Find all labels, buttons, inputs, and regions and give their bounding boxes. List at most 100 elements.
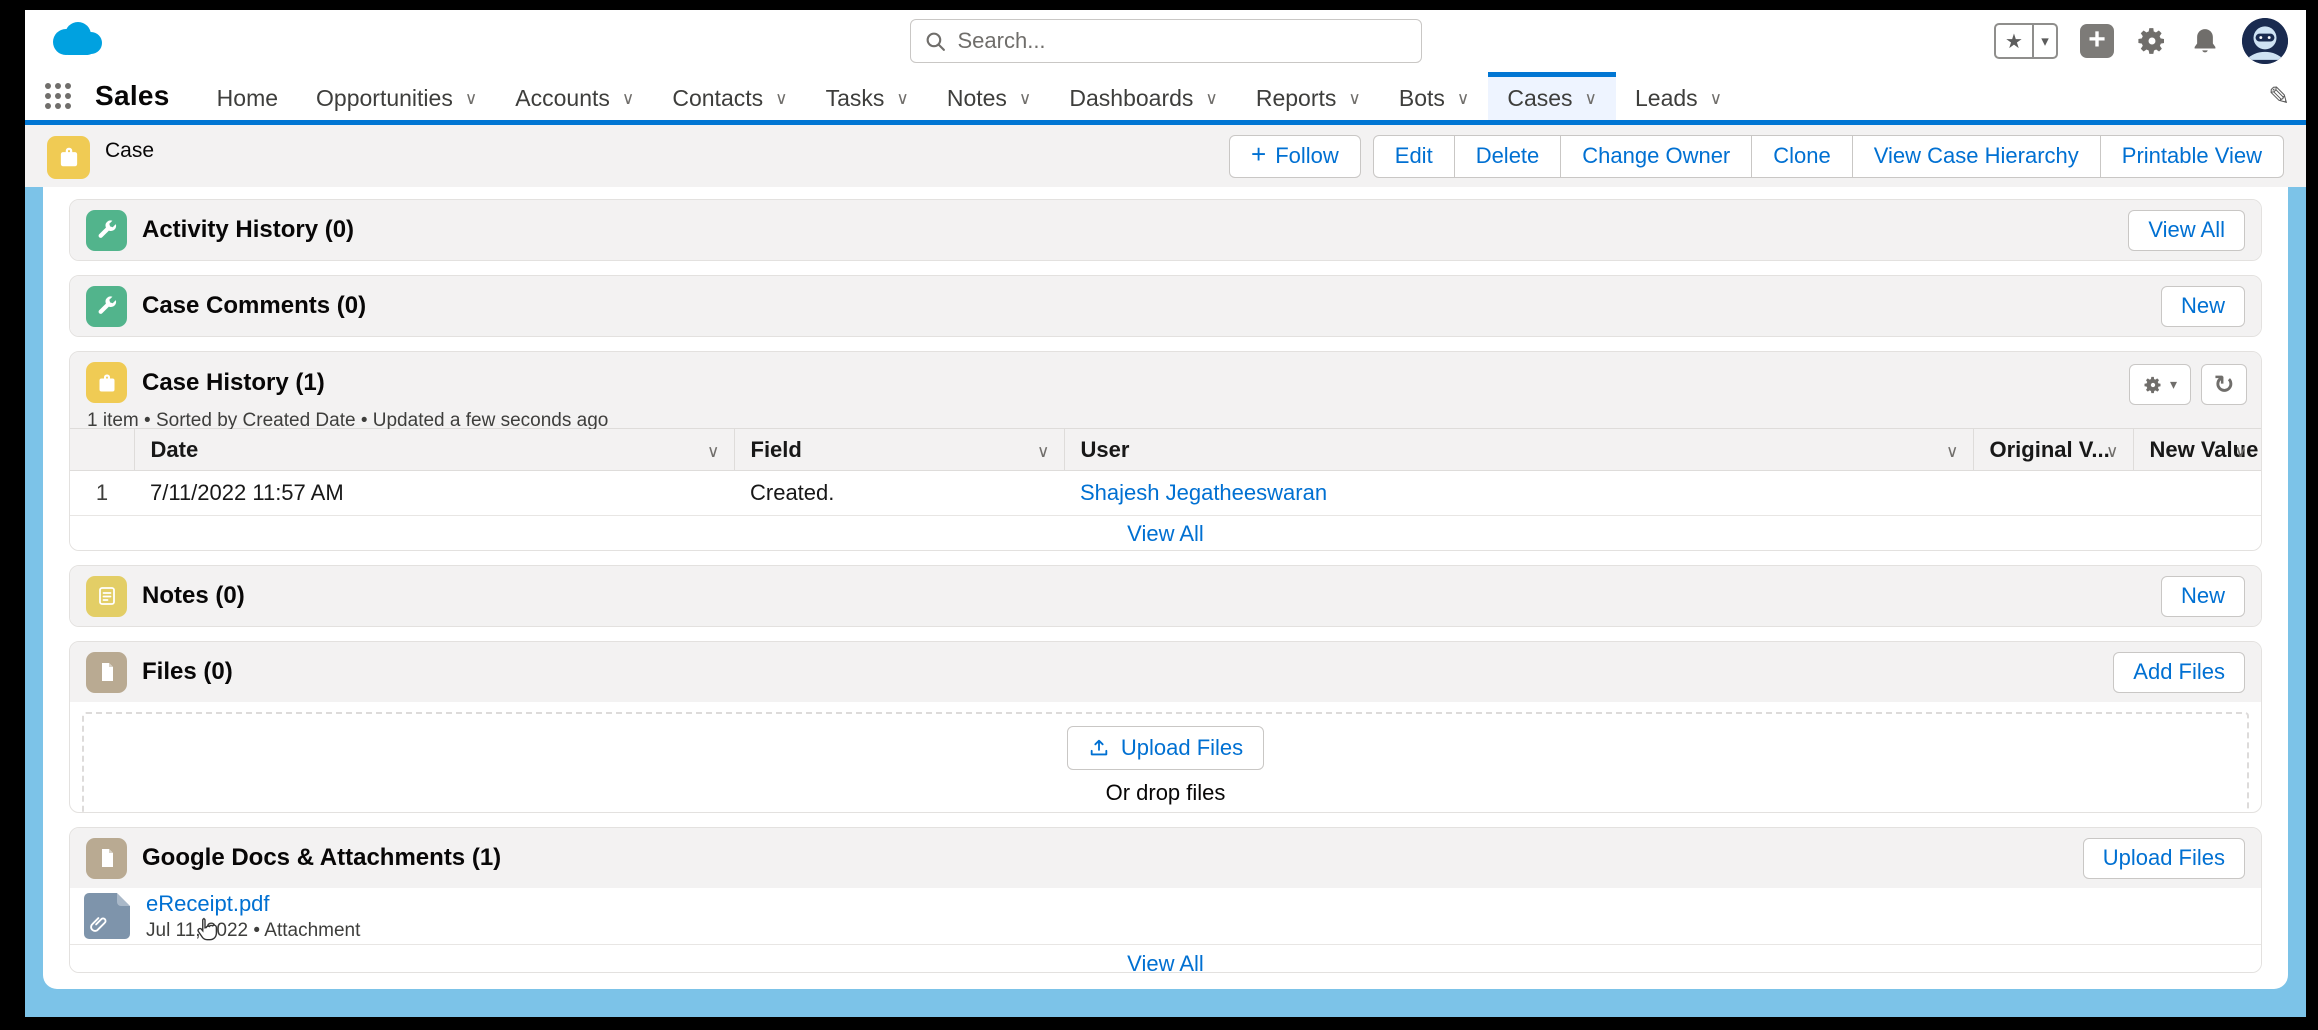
- setup-gear-icon[interactable]: [2136, 25, 2168, 57]
- chevron-down-icon: [1946, 437, 1958, 463]
- note-icon: [86, 575, 127, 617]
- plus-icon: +: [1251, 139, 1267, 169]
- case-comments-header: Case Comments (0) New: [70, 276, 2261, 336]
- view-case-hierarchy-button[interactable]: View Case Hierarchy: [1851, 134, 2101, 178]
- new-button[interactable]: New: [2160, 575, 2245, 617]
- column-user[interactable]: User: [1063, 428, 1973, 471]
- related-list-notes: Notes (0) New: [69, 565, 2262, 627]
- view-all-link[interactable]: View All: [1127, 950, 1204, 973]
- entity-block: Case: [47, 125, 154, 187]
- file-dropzone[interactable]: Upload Files Or drop files: [82, 712, 2249, 812]
- cell-field: Created.: [734, 470, 1064, 515]
- tab-accounts[interactable]: Accounts: [496, 72, 653, 120]
- list-tools: [2129, 364, 2247, 405]
- nav-tabs: Home Opportunities Accounts Contacts Tas…: [198, 72, 1741, 120]
- printable-view-button[interactable]: Printable View: [2099, 134, 2284, 178]
- column-field[interactable]: Field: [733, 428, 1064, 471]
- attachment-name-link[interactable]: eReceipt.pdf: [146, 890, 270, 916]
- tab-home[interactable]: Home: [216, 85, 279, 111]
- paperclip-icon: [90, 917, 107, 932]
- new-button[interactable]: New: [2160, 285, 2245, 327]
- tab-opportunities[interactable]: Opportunities: [297, 72, 496, 120]
- upload-files-button[interactable]: Upload Files: [1066, 726, 1265, 770]
- list-status-text: 1 item • Sorted by Created Date • Update…: [87, 410, 609, 431]
- cloud-icon: [53, 22, 102, 55]
- cell-date: 7/11/2022 11:57 AM: [134, 470, 734, 515]
- view-all-row: View All: [70, 944, 2261, 973]
- case-icon: [47, 135, 90, 179]
- upload-icon: [1090, 739, 1108, 756]
- attachment-list-item: eReceipt.pdf Jul 11, 2022 • Attachment: [70, 888, 2261, 944]
- user-link[interactable]: Shajesh Jegatheeswaran: [1080, 479, 1328, 505]
- row-number: 1: [70, 470, 134, 515]
- gdocs-header: Google Docs & Attachments (1) Upload Fil…: [70, 828, 2261, 888]
- upload-files-button[interactable]: Upload Files: [2082, 837, 2245, 879]
- tab-tasks[interactable]: Tasks: [807, 72, 928, 120]
- entity-label: Case: [105, 139, 155, 162]
- search-placeholder: Search...: [957, 28, 1046, 53]
- edit-button[interactable]: Edit: [1372, 134, 1455, 178]
- wrench-icon: [86, 285, 127, 327]
- related-list-case-history: Case History (1) 1 item • Sorted by Crea…: [69, 351, 2262, 551]
- salesforce-cloud-logo: [47, 20, 107, 62]
- related-list-title: Case Comments (0): [142, 292, 367, 319]
- notifications-bell-icon[interactable]: [2190, 26, 2220, 56]
- case-history-table: Date Field User Original V... New Value …: [70, 428, 2261, 515]
- tab-contacts[interactable]: Contacts: [653, 72, 806, 120]
- cell-new-value: [2133, 470, 2261, 515]
- view-all-row: View All: [70, 514, 2261, 550]
- related-list-title: Google Docs & Attachments (1): [142, 844, 502, 871]
- app-name: Sales: [95, 80, 170, 111]
- global-search-input[interactable]: Search...: [909, 19, 1422, 63]
- chevron-down-icon: [2106, 437, 2118, 463]
- related-list-files: Files (0) Add Files Upload Files Or drop…: [69, 641, 2262, 813]
- column-new-value[interactable]: New Value: [2132, 428, 2261, 471]
- favorite-star-icon[interactable]: [1996, 25, 2032, 57]
- file-icon: [86, 837, 127, 879]
- files-body: Upload Files Or drop files: [70, 702, 2261, 812]
- list-settings-gear-button[interactable]: [2129, 364, 2191, 405]
- change-owner-button[interactable]: Change Owner: [1560, 134, 1753, 178]
- case-history-header: Case History (1) 1 item • Sorted by Crea…: [70, 352, 2261, 431]
- tab-cases[interactable]: Cases: [1488, 72, 1616, 120]
- refresh-button[interactable]: [2201, 364, 2247, 405]
- global-header: Search...: [25, 10, 2306, 72]
- tab-bots[interactable]: Bots: [1380, 72, 1488, 120]
- tab-notes[interactable]: Notes: [928, 72, 1051, 120]
- clone-button[interactable]: Clone: [1751, 134, 1853, 178]
- delete-button[interactable]: Delete: [1453, 134, 1562, 178]
- view-all-link[interactable]: View All: [1127, 521, 1204, 546]
- chevron-down-icon: [2170, 376, 2177, 394]
- related-list-title: Notes (0): [142, 582, 245, 609]
- related-list-title: Case History (1): [142, 368, 325, 396]
- related-list-case-comments: Case Comments (0) New: [69, 275, 2262, 337]
- favorites-dropdown-icon[interactable]: [2032, 25, 2056, 57]
- column-original-value[interactable]: Original V...: [1972, 428, 2133, 471]
- tab-leads[interactable]: Leads: [1616, 72, 1741, 120]
- user-avatar[interactable]: [2242, 18, 2288, 64]
- chevron-down-icon: [707, 437, 719, 463]
- related-list-title: Files (0): [142, 658, 233, 685]
- tab-reports[interactable]: Reports: [1237, 72, 1380, 120]
- app-navigation-bar: Sales Home Opportunities Accounts Contac…: [25, 72, 2306, 125]
- case-history-icon: [86, 362, 127, 403]
- app-launcher-icon[interactable]: [45, 83, 71, 109]
- column-date[interactable]: Date: [133, 428, 734, 471]
- header-utility-icons: [1994, 18, 2288, 64]
- global-actions-plus-icon[interactable]: [2080, 24, 2114, 58]
- chevron-down-icon: [1037, 437, 1049, 463]
- view-all-button[interactable]: View All: [2128, 209, 2245, 251]
- row-number-column: [70, 428, 134, 471]
- activity-history-header: Activity History (0) View All: [70, 200, 2261, 260]
- attachment-thumbnail[interactable]: [84, 893, 130, 939]
- edit-navigation-pencil-icon[interactable]: [2268, 81, 2290, 112]
- record-action-group: Edit Delete Change Owner Clone View Case…: [1372, 134, 2284, 178]
- search-icon: [926, 32, 945, 51]
- related-list-gdocs-attachments: Google Docs & Attachments (1) Upload Fil…: [69, 827, 2262, 973]
- table-header-row: Date Field User Original V... New Value: [70, 428, 2261, 471]
- tab-dashboards[interactable]: Dashboards: [1050, 72, 1236, 120]
- follow-button[interactable]: + Follow: [1229, 134, 1361, 178]
- record-actions: + Follow Edit Delete Change Owner Clone …: [1229, 134, 2284, 178]
- related-list-activity-history: Activity History (0) View All: [69, 199, 2262, 261]
- add-files-button[interactable]: Add Files: [2113, 651, 2245, 693]
